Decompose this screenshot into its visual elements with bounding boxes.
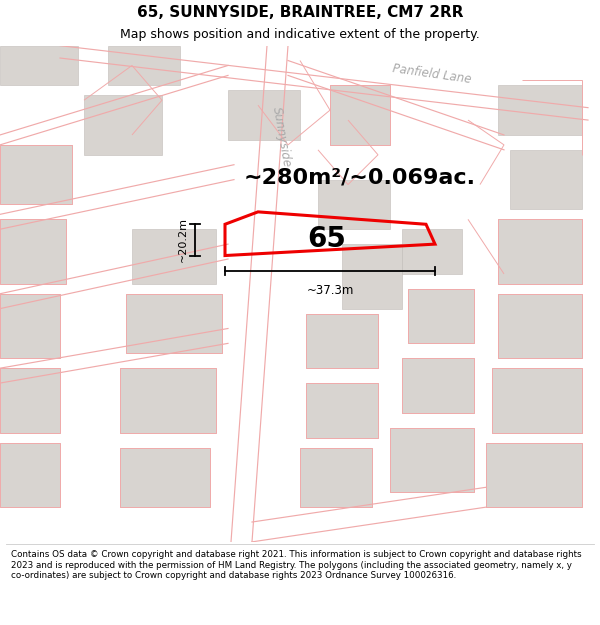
Polygon shape (0, 219, 66, 284)
Text: ~37.3m: ~37.3m (307, 284, 353, 297)
Text: Contains OS data © Crown copyright and database right 2021. This information is : Contains OS data © Crown copyright and d… (11, 550, 581, 580)
Polygon shape (108, 46, 180, 86)
Polygon shape (120, 368, 216, 432)
Polygon shape (318, 179, 390, 229)
Polygon shape (0, 46, 78, 86)
Polygon shape (306, 383, 378, 438)
Polygon shape (126, 294, 222, 353)
Polygon shape (390, 428, 474, 493)
Polygon shape (402, 229, 462, 274)
Polygon shape (330, 86, 390, 145)
Polygon shape (0, 442, 60, 507)
Text: Map shows position and indicative extent of the property.: Map shows position and indicative extent… (120, 28, 480, 41)
Polygon shape (408, 289, 474, 343)
Polygon shape (510, 150, 582, 209)
Polygon shape (120, 448, 210, 507)
Polygon shape (228, 90, 300, 140)
Polygon shape (132, 229, 216, 284)
Text: 65, SUNNYSIDE, BRAINTREE, CM7 2RR: 65, SUNNYSIDE, BRAINTREE, CM7 2RR (137, 5, 463, 20)
Polygon shape (498, 294, 582, 358)
Polygon shape (300, 448, 372, 507)
Polygon shape (486, 442, 582, 507)
Text: Sunnyside: Sunnyside (270, 106, 294, 169)
Polygon shape (0, 294, 60, 358)
Text: ~280m²/~0.069ac.: ~280m²/~0.069ac. (244, 167, 476, 187)
Polygon shape (498, 219, 582, 284)
Text: 65: 65 (308, 225, 346, 253)
Polygon shape (402, 358, 474, 413)
Polygon shape (0, 145, 72, 204)
Polygon shape (342, 244, 402, 309)
Polygon shape (84, 95, 162, 155)
Polygon shape (498, 86, 582, 135)
Polygon shape (306, 314, 378, 368)
Polygon shape (492, 368, 582, 432)
Text: Panfield Lane: Panfield Lane (392, 62, 472, 86)
Polygon shape (0, 368, 60, 432)
Text: ~20.2m: ~20.2m (178, 217, 188, 262)
